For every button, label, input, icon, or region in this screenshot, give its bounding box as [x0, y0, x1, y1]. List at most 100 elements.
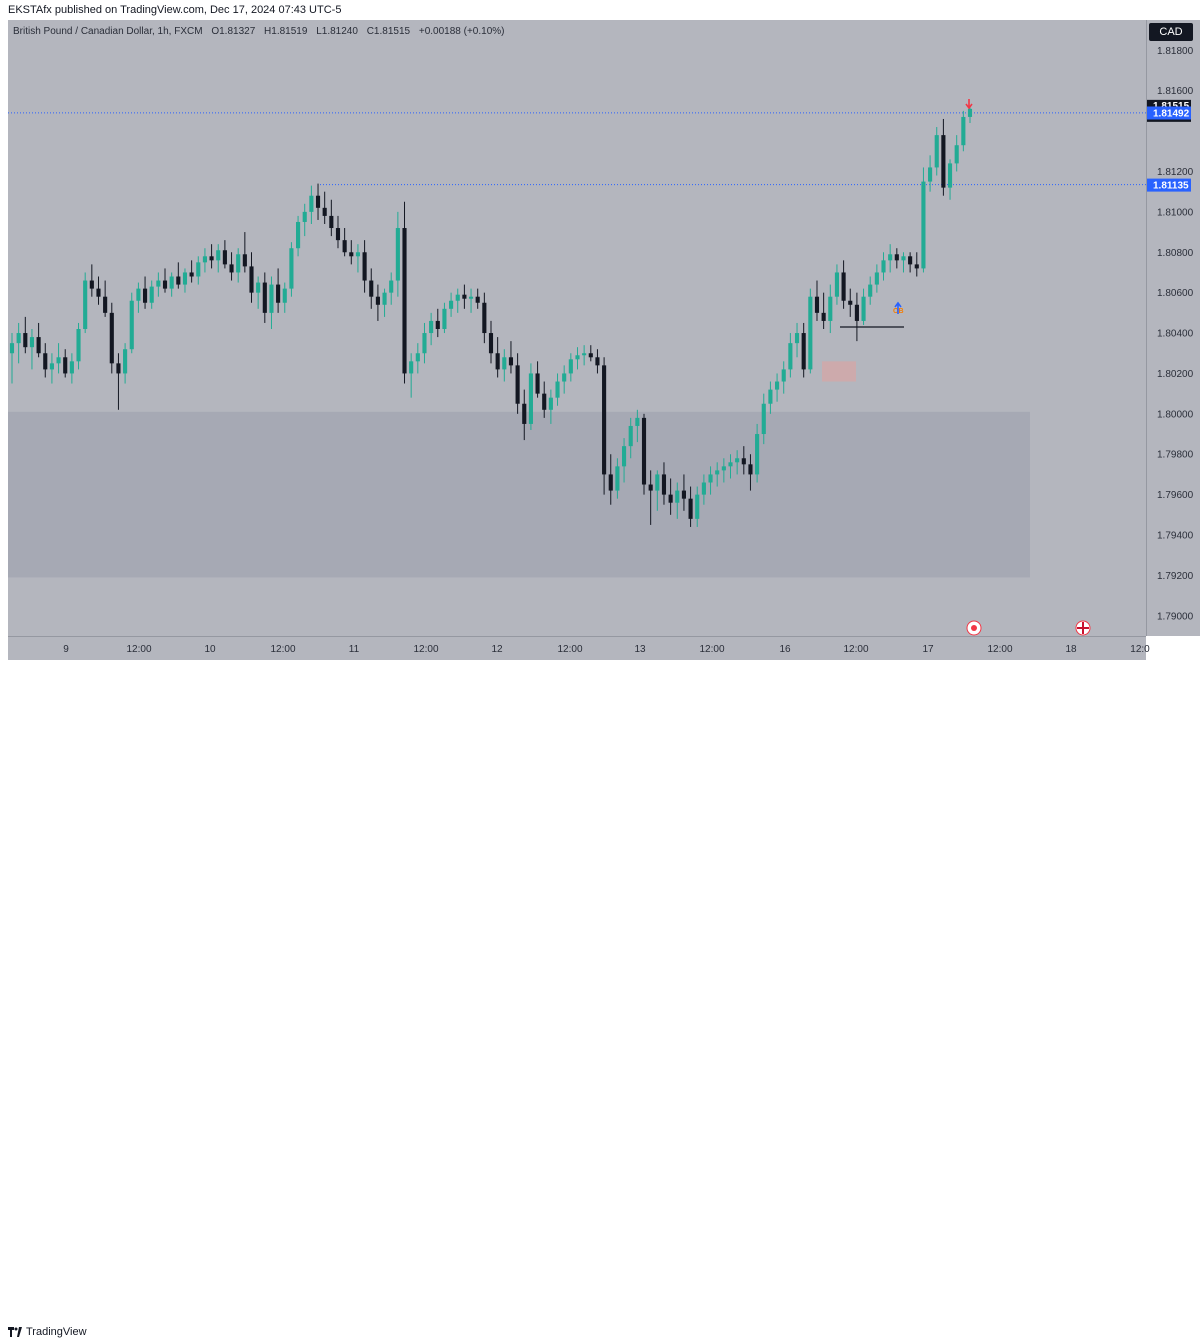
candle-body: [768, 389, 773, 404]
candle-body: [621, 446, 627, 467]
last-price-label: 1.81515: [1153, 101, 1190, 112]
candle-body: [455, 294, 460, 301]
price-tick-label: 1.80400: [1157, 329, 1194, 340]
price-tick-label: 1.79800: [1157, 450, 1194, 461]
candle-body: [116, 363, 121, 374]
candle-body: [834, 272, 840, 297]
candle-body: [229, 264, 234, 273]
candle-body: [83, 280, 88, 330]
candle-body: [256, 282, 261, 293]
candle-body: [528, 373, 533, 424]
candle-body: [242, 254, 247, 267]
candle-body: [668, 494, 673, 503]
candle-body: [429, 320, 434, 334]
candle-body: [648, 484, 653, 491]
price-tick-label: 1.79000: [1157, 611, 1194, 622]
candle-body: [89, 280, 94, 289]
candle-body: [881, 260, 886, 273]
candle-body: [129, 300, 134, 350]
tradingview-logo[interactable]: TradingView: [8, 1326, 87, 1338]
candle-body: [828, 296, 833, 321]
candle-body: [189, 272, 194, 277]
candle-body: [355, 252, 361, 257]
candle-body: [721, 466, 726, 471]
currency-badge[interactable]: CAD: [1149, 23, 1193, 41]
arrow-down-icon: [965, 99, 973, 110]
candle-body: [934, 135, 939, 168]
candle-body: [894, 254, 899, 261]
candle-body: [96, 288, 101, 297]
candle-body: [395, 228, 400, 281]
candle-body: [708, 474, 713, 483]
candle-body: [123, 349, 128, 374]
time-tick-label: 12:00: [413, 644, 438, 655]
candle-body: [409, 361, 414, 374]
ohlc-change: +0.00188 (+0.10%): [418, 26, 505, 37]
candle-body: [56, 357, 61, 364]
price-tick-label: 1.79400: [1157, 531, 1194, 542]
tradingview-wordmark: TradingView: [26, 1326, 87, 1338]
candle-body: [482, 302, 487, 334]
candle-body: [961, 116, 966, 146]
level-2-label: 1.81135: [1153, 181, 1189, 192]
candle-body: [967, 108, 973, 117]
candle-body: [149, 286, 154, 303]
candle-body: [868, 284, 873, 297]
candle-body: [535, 373, 540, 394]
candle-body: [701, 482, 706, 495]
price-axis[interactable]: [1146, 20, 1200, 636]
candle-body: [296, 221, 301, 249]
candle-body: [435, 320, 440, 330]
candle-body: [814, 296, 820, 313]
candle-body: [162, 280, 168, 289]
candle-body: [954, 145, 959, 164]
price-tick-label: 1.81800: [1157, 46, 1194, 57]
time-tick-label: 12:00: [270, 644, 295, 655]
symbol-legend[interactable]: British Pound / Canadian Dollar, 1h, FXC…: [13, 26, 510, 37]
candle-body: [854, 304, 859, 321]
candle-body: [861, 296, 866, 321]
level-2-badge: [1147, 178, 1191, 192]
candle-body: [841, 272, 846, 301]
candle-body: [449, 300, 454, 309]
price-tick-label: 1.81200: [1157, 167, 1194, 178]
candle-body: [781, 369, 786, 382]
time-tick-label: 12:00: [987, 644, 1012, 655]
candle-body: [502, 357, 507, 370]
candle-body: [608, 474, 613, 491]
candle-body: [282, 288, 287, 303]
level-1-badge: [1147, 106, 1191, 120]
time-tick-label: 12:00: [126, 644, 151, 655]
candle-body: [276, 284, 281, 303]
candle-body: [462, 294, 467, 299]
candle-body: [661, 474, 667, 495]
candle-body: [475, 296, 480, 303]
candle-body: [928, 167, 933, 182]
demand-zone: [8, 411, 1030, 578]
symbol-name: British Pound / Canadian Dollar, 1h, FXC…: [13, 26, 203, 37]
candle-body: [775, 381, 780, 390]
ohlc-open: O1.81327: [211, 26, 256, 37]
candlestick-chart: OB1.818001.816001.812001.810001.808001.8…: [8, 46, 1194, 655]
time-tick-label: 12:00: [843, 644, 868, 655]
candle-body: [595, 357, 600, 366]
candle-body: [156, 280, 161, 287]
candle-body: [209, 256, 214, 261]
price-tick-label: 1.81000: [1157, 207, 1194, 218]
time-tick-label: 12: [491, 644, 503, 655]
time-axis[interactable]: [8, 636, 1146, 661]
candle-body: [588, 353, 593, 358]
candle-body: [681, 490, 686, 499]
candle-body: [196, 262, 201, 277]
candle-body: [69, 361, 74, 374]
candle-body: [888, 254, 893, 261]
price-tick-label: 1.81600: [1157, 86, 1194, 97]
ohlc-low: L1.81240: [316, 26, 358, 37]
candle-body: [442, 308, 447, 330]
time-tick-label: 10: [204, 644, 216, 655]
candle-body: [635, 417, 640, 426]
candle-body: [522, 403, 527, 424]
candle-body: [848, 300, 853, 305]
price-tick-label: 1.80600: [1157, 288, 1194, 299]
candle-body: [29, 337, 35, 348]
